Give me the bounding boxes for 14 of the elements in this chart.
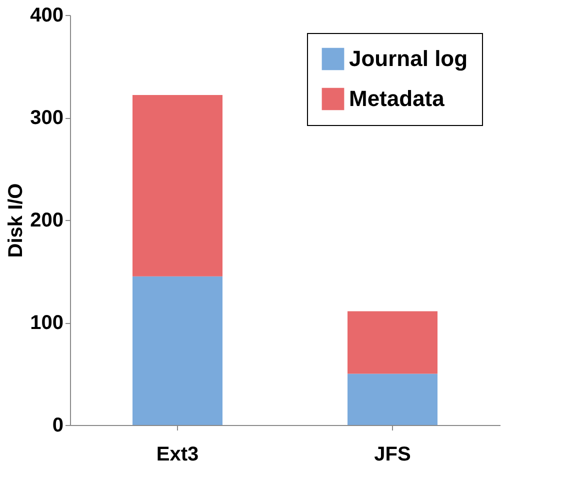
y-tick-label: 400 [30, 4, 64, 26]
y-tick-label: 100 [30, 312, 64, 334]
x-tick-label: JFS [374, 444, 411, 466]
y-tick-label: 300 [30, 107, 64, 129]
legend-label: Metadata [349, 86, 446, 111]
y-tick-label: 200 [30, 210, 64, 232]
bar [132, 276, 222, 425]
bar [348, 311, 438, 374]
bar [132, 94, 222, 276]
legend-label: Journal log [349, 46, 468, 71]
x-tick-label: Ext3 [156, 444, 199, 466]
y-tick-label: 0 [52, 414, 64, 436]
y-axis-title: Disk I/O [5, 183, 28, 258]
bar [348, 374, 438, 425]
